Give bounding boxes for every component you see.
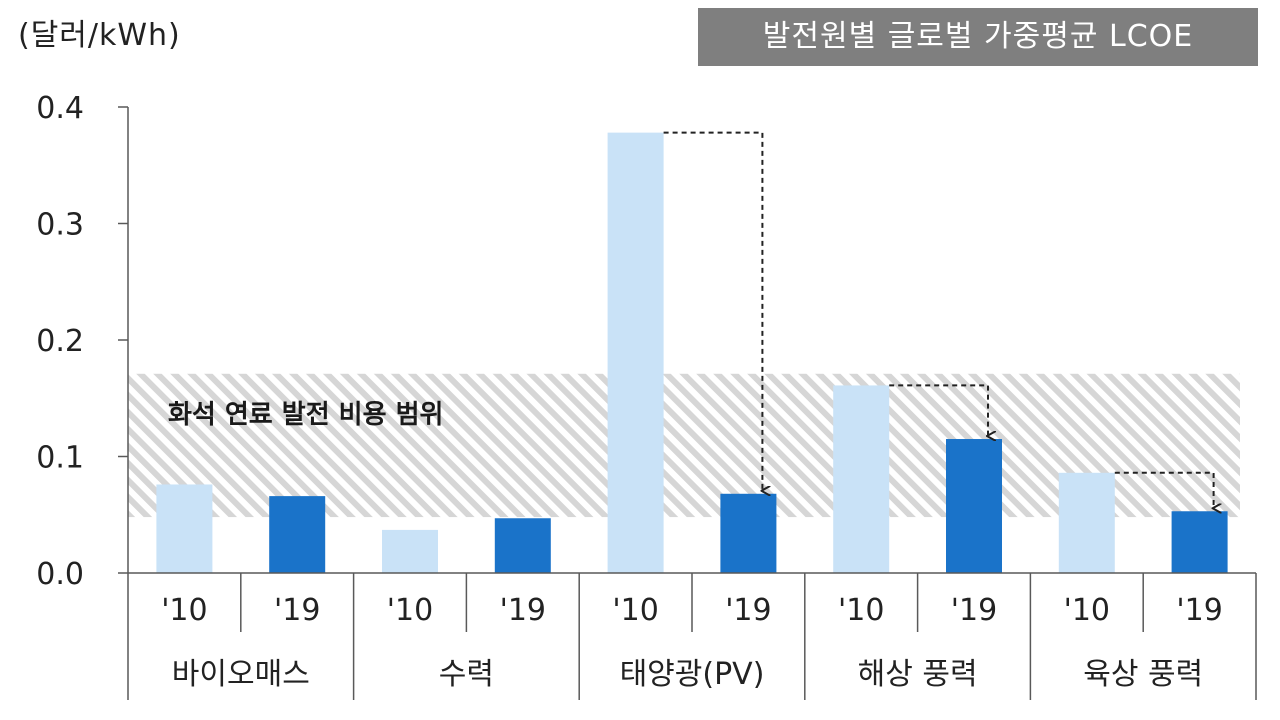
bar-2010-1 <box>382 529 438 573</box>
y-tick-label: 0.4 <box>36 91 84 126</box>
bar-2019-3 <box>946 439 1002 573</box>
category-label: 수력 <box>439 657 494 692</box>
y-tick-label: 0.1 <box>36 441 84 476</box>
y-tick-label: 0.0 <box>36 557 84 592</box>
year-tick-label: '10 <box>161 593 207 628</box>
bar-2019-2 <box>720 493 777 573</box>
year-tick-label: '10 <box>387 593 433 628</box>
y-tick-label: 0.2 <box>36 324 84 359</box>
year-tick-label: '19 <box>951 593 997 628</box>
year-tick-label: '10 <box>612 593 658 628</box>
category-label: 해상 풍력 <box>858 657 978 692</box>
year-tick-label: '19 <box>1176 593 1222 628</box>
bar-2010-3 <box>833 385 890 573</box>
y-axis-unit-label: (달러/kWh) <box>18 18 181 53</box>
year-tick-label: '10 <box>1064 593 1110 628</box>
fossil-fuel-range-label: 화석 연료 발전 비용 범위 <box>168 400 443 430</box>
category-label: 바이오매스 <box>172 657 310 692</box>
bar-2019-0 <box>269 496 326 573</box>
bar-2019-1 <box>494 518 551 573</box>
chart-title: 발전원별 글로벌 가중평균 LCOE <box>698 8 1258 66</box>
bar-2010-2 <box>607 132 664 573</box>
bar-2019-4 <box>1171 511 1228 573</box>
year-tick-label: '19 <box>500 593 546 628</box>
fossil-fuel-cost-range-band <box>128 373 1240 518</box>
year-tick-label: '19 <box>274 593 320 628</box>
y-tick-label: 0.3 <box>36 208 84 243</box>
year-tick-label: '10 <box>838 593 884 628</box>
reduction-arrow-2 <box>663 131 763 491</box>
bar-2010-0 <box>156 484 213 573</box>
category-label: 육상 풍력 <box>1083 657 1203 692</box>
year-tick-label: '19 <box>725 593 771 628</box>
category-label: 태양광(PV) <box>620 657 765 692</box>
bar-2010-4 <box>1058 472 1115 573</box>
